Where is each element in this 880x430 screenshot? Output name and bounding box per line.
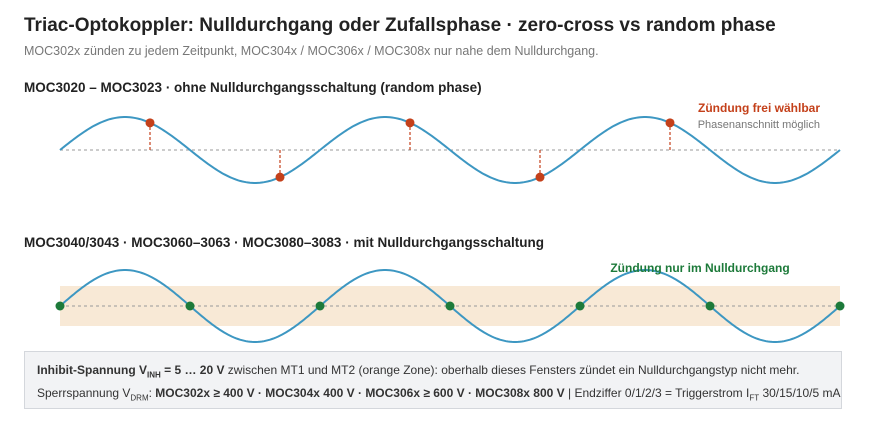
blocking-voltage-note: Sperrspannung VDRM: MOC302x ≥ 400 V · MO… <box>37 386 841 402</box>
trigger-current-text: | Endziffer 0/1/2/3 = Triggerstrom IFT 3… <box>564 386 841 403</box>
zero-cross-markers <box>55 301 845 311</box>
inhibit-label: Inhibit-Spannung VINH = 5 … 20 V <box>37 363 225 380</box>
zero-cross-point <box>445 301 455 311</box>
info-note-box: Inhibit-Spannung VINH = 5 … 20 V zwische… <box>24 351 842 409</box>
random-phase-annotation: Zündung frei wählbar <box>698 101 820 115</box>
random-phase-markers <box>145 118 675 182</box>
trigger-point <box>145 118 155 128</box>
random-phase-annotation-sub: Phasenanschnitt möglich <box>698 119 820 131</box>
zero-cross-point <box>185 301 195 311</box>
sperr-values: MOC302x ≥ 400 V · MOC304x 400 V · MOC306… <box>155 386 565 400</box>
trigger-point <box>405 118 415 128</box>
page-title: Triac-Optokoppler: Nulldurchgang oder Zu… <box>24 15 776 36</box>
inhibit-text: zwischen MT1 und MT2 (orange Zone): ober… <box>224 363 800 377</box>
zero-cross-diagram: Zündung nur im Nulldurchgang <box>55 261 845 343</box>
trigger-point <box>665 118 675 128</box>
zero-cross-annotation: Zündung nur im Nulldurchgang <box>610 261 789 275</box>
zero-cross-point <box>705 301 715 311</box>
zero-cross-point <box>315 301 325 311</box>
sperr-label: Sperrspannung VDRM: <box>37 386 156 403</box>
zero-cross-point <box>835 301 845 311</box>
trigger-point <box>535 172 545 182</box>
page-subtitle: MOC302x zünden zu jedem Zeitpunkt, MOC30… <box>24 44 599 58</box>
zero-cross-point <box>55 301 65 311</box>
random-phase-diagram: Zündung frei wählbar Phasenanschnitt mög… <box>59 101 841 184</box>
ac-sine-wave <box>59 116 841 184</box>
zero-cross-point <box>575 301 585 311</box>
trigger-point <box>275 172 285 182</box>
inhibit-voltage-note: Inhibit-Spannung VINH = 5 … 20 V zwische… <box>37 363 799 379</box>
random-phase-title: MOC3020 – MOC3023 · ohne Nulldurchgangss… <box>24 80 482 95</box>
zero-cross-title: MOC3040/3043 · MOC3060–3063 · MOC3080–30… <box>24 235 544 250</box>
